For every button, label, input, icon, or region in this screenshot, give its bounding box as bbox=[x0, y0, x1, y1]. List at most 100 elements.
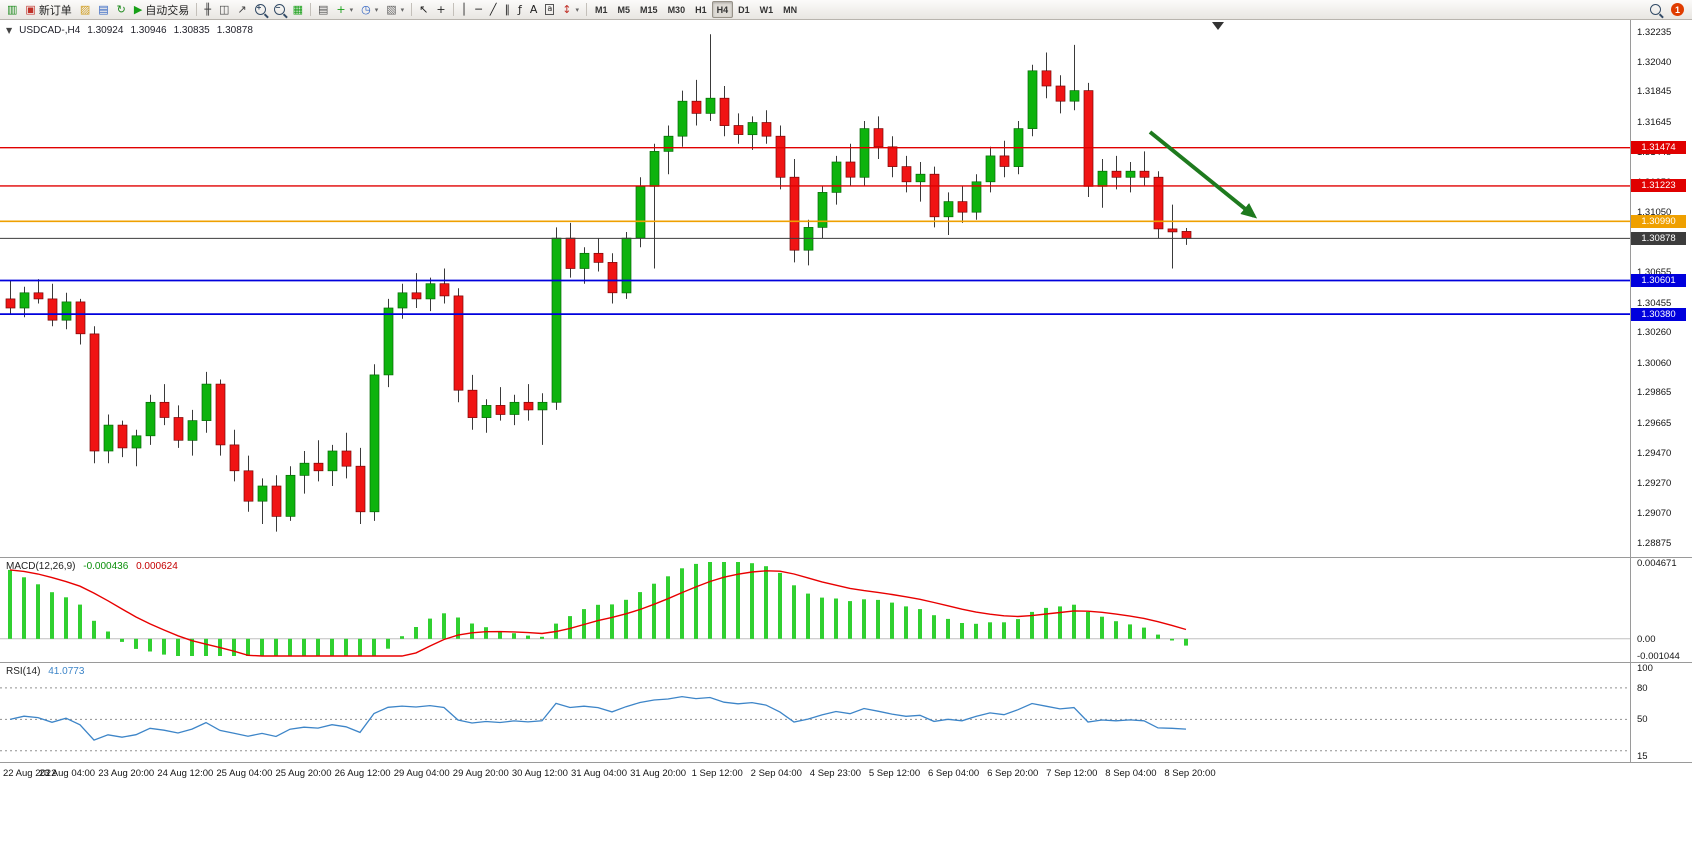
macd-histogram-bar bbox=[624, 599, 628, 639]
toolbar-separator bbox=[196, 3, 198, 16]
macd-histogram-bar bbox=[1058, 606, 1062, 639]
timeframe-m1-button[interactable]: M1 bbox=[590, 1, 613, 18]
new-order-button[interactable]: ▣ 新订单 bbox=[21, 1, 75, 18]
macd-histogram-bar bbox=[400, 636, 404, 639]
candle-body bbox=[481, 405, 492, 418]
chart-shift-marker[interactable] bbox=[1212, 22, 1224, 30]
macd-axis[interactable]: 0.004671 0.00 -0.001044 bbox=[1631, 558, 1692, 662]
trend-arrow[interactable] bbox=[1148, 130, 1258, 219]
templates-button[interactable]: ▧ ▾ bbox=[382, 1, 408, 18]
chart-window[interactable]: 1.322351.320401.318451.316451.314451.312… bbox=[0, 20, 1692, 845]
macd-axis-label: 0.00 bbox=[1637, 633, 1656, 645]
time-axis-label: 30 Aug 12:00 bbox=[511, 768, 568, 779]
notification-badge[interactable]: 1 bbox=[1671, 3, 1684, 16]
trendline-button[interactable]: ╱ bbox=[486, 1, 501, 18]
data-window-button[interactable]: ▤ bbox=[314, 1, 332, 18]
search-button[interactable] bbox=[1646, 1, 1665, 18]
new-chart-button[interactable]: ▥ bbox=[3, 1, 21, 18]
macd-histogram-bar bbox=[638, 592, 642, 639]
candles-series bbox=[5, 34, 1192, 532]
candle-body bbox=[957, 201, 968, 213]
candle-body bbox=[747, 122, 758, 136]
panel-separator[interactable] bbox=[0, 557, 1692, 558]
macd-histogram-bar bbox=[652, 583, 656, 639]
candle-body bbox=[761, 122, 772, 137]
timeframe-m30-button[interactable]: M30 bbox=[663, 1, 691, 18]
horizontal-line-button[interactable]: ─ bbox=[471, 1, 486, 18]
time-axis[interactable]: 22 Aug 2022 23 Aug 04:00 23 Aug 20:00 24 Au… bbox=[0, 763, 1630, 785]
time-axis-label: 25 Aug 04:00 bbox=[216, 768, 273, 779]
timeframe-mn-button[interactable]: MN bbox=[778, 1, 802, 18]
rsi-value: 41.0773 bbox=[48, 666, 85, 677]
line-chart-button[interactable]: ↗ bbox=[233, 1, 250, 18]
timeframe-h1-button[interactable]: H1 bbox=[690, 1, 712, 18]
time-axis-label: 29 Aug 20:00 bbox=[452, 768, 509, 779]
chart-title: ▼ USDCAD-,H4 1.30924 1.30946 1.30835 1.3… bbox=[6, 25, 253, 36]
price-axis-label: 1.30060 bbox=[1637, 357, 1672, 369]
time-axis-label: 1 Sep 12:00 bbox=[691, 768, 743, 779]
tile-windows-button[interactable]: ▦ bbox=[289, 1, 307, 18]
macd-histogram-bar bbox=[1086, 612, 1090, 639]
rsi-axis[interactable]: 100 80 50 15 bbox=[1631, 663, 1692, 762]
candle-body bbox=[733, 125, 744, 135]
timeframe-m15-button[interactable]: M15 bbox=[635, 1, 663, 18]
price-axis-label: 1.30655 bbox=[1637, 267, 1672, 279]
indicators-button[interactable]: + ▾ bbox=[332, 1, 357, 18]
macd-histogram-bar bbox=[302, 638, 306, 656]
macd-histogram-bar bbox=[344, 638, 348, 656]
timeframe-w1-button[interactable]: W1 bbox=[755, 1, 779, 18]
rsi-axis-label: 50 bbox=[1637, 714, 1648, 726]
panel-separator[interactable] bbox=[0, 762, 1692, 763]
high-value: 1.30946 bbox=[130, 25, 167, 36]
candle-body bbox=[187, 420, 198, 441]
refresh-button[interactable]: ↻ bbox=[113, 1, 130, 18]
bar-chart-button[interactable]: ╫ bbox=[200, 1, 215, 18]
arrows-caret-icon: ▾ bbox=[575, 5, 580, 14]
macd-panel[interactable] bbox=[0, 558, 1630, 662]
rsi-panel[interactable] bbox=[0, 663, 1630, 762]
macd-histogram-bar bbox=[316, 638, 320, 656]
macd-histogram-bar bbox=[232, 638, 236, 656]
arrows-button[interactable]: ↕ ▾ bbox=[558, 1, 583, 18]
price-chart[interactable] bbox=[0, 20, 1630, 557]
macd-histogram-bar bbox=[540, 636, 544, 639]
price-axis[interactable]: 1.322351.320401.318451.316451.314451.312… bbox=[1631, 20, 1692, 557]
market-watch-button[interactable]: ▤ bbox=[94, 1, 112, 18]
candle-body bbox=[495, 405, 506, 415]
macd-histogram-bar bbox=[890, 602, 894, 639]
candle-body bbox=[915, 173, 926, 183]
crosshair-button[interactable]: + bbox=[432, 1, 449, 18]
zoom-in-button[interactable]: + bbox=[251, 1, 270, 18]
text-label-button[interactable]: a bbox=[541, 1, 558, 18]
vertical-line-button[interactable]: │ bbox=[457, 1, 472, 18]
channel-button[interactable]: ∥ bbox=[500, 1, 514, 18]
candle-body bbox=[943, 201, 954, 218]
zoom-out-button[interactable]: − bbox=[270, 1, 289, 18]
price-badge-1.30601: 1.30601 bbox=[1631, 274, 1686, 287]
fibonacci-button[interactable]: ƒ bbox=[514, 1, 526, 18]
timeframe-m5-button[interactable]: M5 bbox=[613, 1, 636, 18]
candlestick-chart-button[interactable]: ◫ bbox=[215, 1, 233, 18]
candle-body bbox=[929, 173, 940, 218]
macd-histogram-bar bbox=[694, 563, 698, 639]
timeframe-h4-button[interactable]: H4 bbox=[711, 1, 734, 18]
macd-histogram-bar bbox=[1142, 627, 1146, 639]
autotrading-button[interactable]: ▶ 自动交易 bbox=[130, 1, 193, 18]
autotrading-icon: ▶ bbox=[133, 3, 143, 16]
panel-separator[interactable] bbox=[0, 662, 1692, 663]
macd-histogram-bar bbox=[526, 635, 530, 639]
toolbar-separator bbox=[586, 3, 588, 16]
collapse-icon[interactable]: ▼ bbox=[6, 26, 13, 35]
text-button[interactable]: A bbox=[526, 1, 542, 18]
cursor-button[interactable]: ↖ bbox=[415, 1, 432, 18]
periods-button[interactable]: ◷ ▾ bbox=[357, 1, 382, 18]
price-badge-1.31474: 1.31474 bbox=[1631, 141, 1686, 155]
trendline-icon: ╱ bbox=[489, 3, 497, 16]
macd-histogram-bar bbox=[792, 585, 796, 639]
timeframe-d1-button[interactable]: D1 bbox=[733, 1, 755, 18]
macd-histogram-bar bbox=[750, 563, 754, 639]
chart-profiles-button[interactable]: ▨ bbox=[76, 1, 94, 18]
autotrading-label: 自动交易 bbox=[145, 4, 190, 17]
candle-body bbox=[719, 97, 730, 126]
